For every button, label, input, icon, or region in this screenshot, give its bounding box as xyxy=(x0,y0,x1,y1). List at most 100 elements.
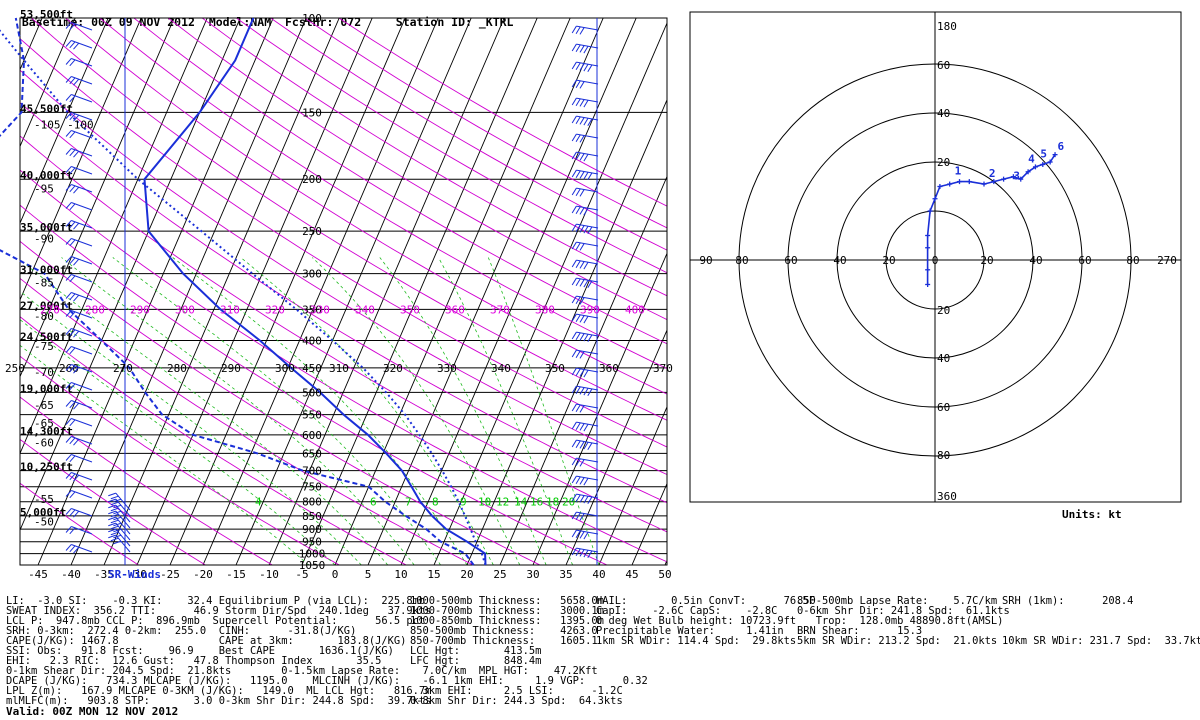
wind-barb-flag xyxy=(571,295,577,304)
dry-adiabat-line xyxy=(99,18,667,370)
pressure-label: 700 xyxy=(302,465,322,478)
wind-barb-flag xyxy=(575,440,581,448)
index-line: DCAPE (J/KG): 734.3 MLCAPE (J/KG): 1195.… xyxy=(6,675,401,687)
hodograph-units: Units: kt xyxy=(1062,508,1122,521)
index-line: LPL Z(m): 167.9 MLCAPE 0-3KM (J/KG): 149… xyxy=(6,685,432,697)
temp-tick-label: 5 xyxy=(365,568,372,581)
isotherm-line xyxy=(466,98,667,565)
wind-barb-flag xyxy=(579,45,585,53)
theta-label: 310 xyxy=(329,362,349,375)
theta-label: 280 xyxy=(167,362,187,375)
wind-barb-flag xyxy=(73,546,80,554)
theta-label-magenta: 320 xyxy=(265,303,285,316)
wind-barb-flag xyxy=(575,314,581,322)
wind-barb-flag xyxy=(579,297,585,305)
wind-barb-flag xyxy=(69,311,76,319)
dry-adiabat-line xyxy=(236,18,667,274)
wind-barb-flag xyxy=(575,386,581,394)
wind-barb-flag xyxy=(587,280,593,289)
index-line: 1000-500mb Thickness: 5658.0m xyxy=(410,595,604,607)
wind-barb-flag xyxy=(583,531,589,540)
pressure-label: 400 xyxy=(302,334,322,347)
wind-barb-flag xyxy=(575,152,581,160)
wind-barb-flag xyxy=(65,418,72,425)
wind-barb-flag xyxy=(579,243,585,251)
temp-tick-label: -30 xyxy=(127,568,147,581)
wind-barb-flag xyxy=(108,498,117,503)
left-temp-label: -95 xyxy=(34,182,54,195)
wind-barb-flag xyxy=(110,507,119,512)
wind-barb-flag xyxy=(583,315,589,324)
wind-barb-flag xyxy=(69,149,76,157)
wind-barb-flag xyxy=(65,400,72,407)
index-line: 0-1km Shear Dir: 204.5 Spd: 21.8kts 0-1.… xyxy=(6,665,401,677)
wind-barb-flag xyxy=(579,171,585,179)
dry-adiabat-line xyxy=(65,18,667,395)
pressure-label: 100 xyxy=(302,12,322,25)
left-temp-label: -70 xyxy=(34,366,54,379)
hodo-range-label: 20 xyxy=(937,156,950,169)
wind-barb-flag xyxy=(579,135,585,143)
wind-barb-flag xyxy=(69,401,76,409)
theta-label-magenta: 370 xyxy=(490,303,510,316)
height-label: 40,000ft xyxy=(20,169,73,182)
wind-barb-flag xyxy=(583,171,589,180)
index-line: 7.0C/km MPL HGT: 47.2Kft xyxy=(410,665,598,677)
temp-tick-label: 10 xyxy=(394,568,407,581)
pressure-label: 450 xyxy=(302,362,322,375)
dry-adiabat-line xyxy=(20,38,667,448)
pressure-label: 900 xyxy=(302,523,322,536)
wind-barb-flag xyxy=(65,22,72,29)
dry-adiabat-line xyxy=(20,316,407,565)
isotherm-line xyxy=(499,175,667,565)
mixing-ratio-label: 10 xyxy=(478,496,491,509)
wind-barb-flag xyxy=(65,472,72,479)
wind-barb-flag xyxy=(579,531,585,539)
height-label: 10,250ft xyxy=(20,461,73,474)
wind-barb-flag xyxy=(69,41,76,49)
wind-barb-flag xyxy=(73,114,80,122)
theta-label-magenta: 400 xyxy=(625,303,645,316)
wind-barb-flag xyxy=(575,224,581,232)
wind-barb-flag xyxy=(583,63,589,72)
theta-label: 320 xyxy=(383,362,403,375)
wind-barb-flag xyxy=(575,422,581,430)
wind-barb-flag xyxy=(110,519,119,524)
index-line: BRN Shear: 15.3 xyxy=(797,625,923,637)
left-temp-label: -65 xyxy=(34,399,54,412)
isotherm-line xyxy=(268,18,505,565)
skewt-lines xyxy=(0,17,487,566)
temp-tick-label: 30 xyxy=(526,568,539,581)
index-line: mlMLFC(m): 903.8 STP: 3.0 0-3km Shr Dir:… xyxy=(6,695,432,707)
wind-barb-flag xyxy=(69,509,76,517)
wind-barb-flag xyxy=(587,550,593,559)
pressure-label: 500 xyxy=(302,386,322,399)
wind-barb-flag xyxy=(579,63,585,71)
wind-barb-flag xyxy=(579,153,585,161)
wind-barb-flag xyxy=(73,150,80,158)
wind-barb-flag xyxy=(73,402,80,410)
parcel-profile xyxy=(0,29,487,566)
dry-adiabat-line xyxy=(31,18,667,421)
wind-barb-flag xyxy=(65,310,72,317)
theta-label: 340 xyxy=(491,362,511,375)
hodo-range-label: 40 xyxy=(937,107,950,120)
wind-barb-flag xyxy=(583,45,589,54)
wind-barb-flag xyxy=(583,153,589,162)
wind-barb-flag xyxy=(587,334,593,343)
index-line: SWEAT INDEX: 356.2 TTI: 46.9 Storm Dir/S… xyxy=(6,605,432,617)
wind-barb-flag xyxy=(69,95,76,103)
wind-barb-flag xyxy=(579,369,585,377)
wind-barb-flag xyxy=(69,491,76,499)
dry-adiabat-line xyxy=(167,18,667,321)
theta-label-magenta: 340 xyxy=(355,303,375,316)
wind-barb-flag xyxy=(65,238,72,245)
wind-barb-flag xyxy=(571,493,577,502)
wind-barb-flag xyxy=(579,279,585,287)
index-line: 5km SR WDir: 213.2 Spd: 21.0kts xyxy=(797,635,998,647)
height-label: 5,000ft xyxy=(20,506,66,519)
hodograph-trace xyxy=(926,154,1056,285)
wind-barb-flag xyxy=(575,242,581,250)
wind-barb-flag xyxy=(65,58,72,65)
wind-barb-flag xyxy=(575,332,581,340)
